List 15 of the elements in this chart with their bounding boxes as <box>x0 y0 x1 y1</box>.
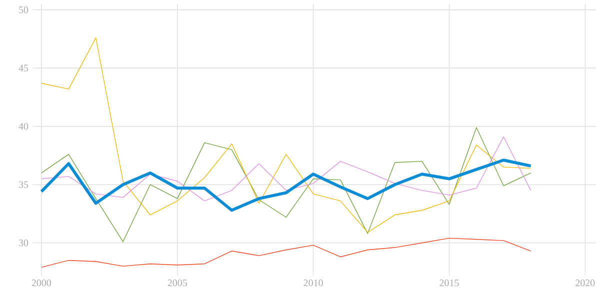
y-tick-label: 50 <box>19 6 28 14</box>
x-tick-label: 2015 <box>440 280 459 286</box>
line-series <box>41 136 532 202</box>
y-tick-label: 30 <box>19 240 28 246</box>
x-tick-label: 2000 <box>32 280 52 286</box>
x-tick-label: 2010 <box>304 280 323 286</box>
y-tick-label: 45 <box>18 64 28 72</box>
line-series <box>41 127 532 242</box>
y-tick-label: 35 <box>19 181 28 188</box>
line-series <box>41 37 532 233</box>
x-tick-label: 2005 <box>168 280 187 286</box>
line-series <box>40 158 532 212</box>
x-tick-label: 2020 <box>576 280 595 286</box>
line-series <box>41 238 532 268</box>
y-tick-label: 40 <box>18 122 28 130</box>
